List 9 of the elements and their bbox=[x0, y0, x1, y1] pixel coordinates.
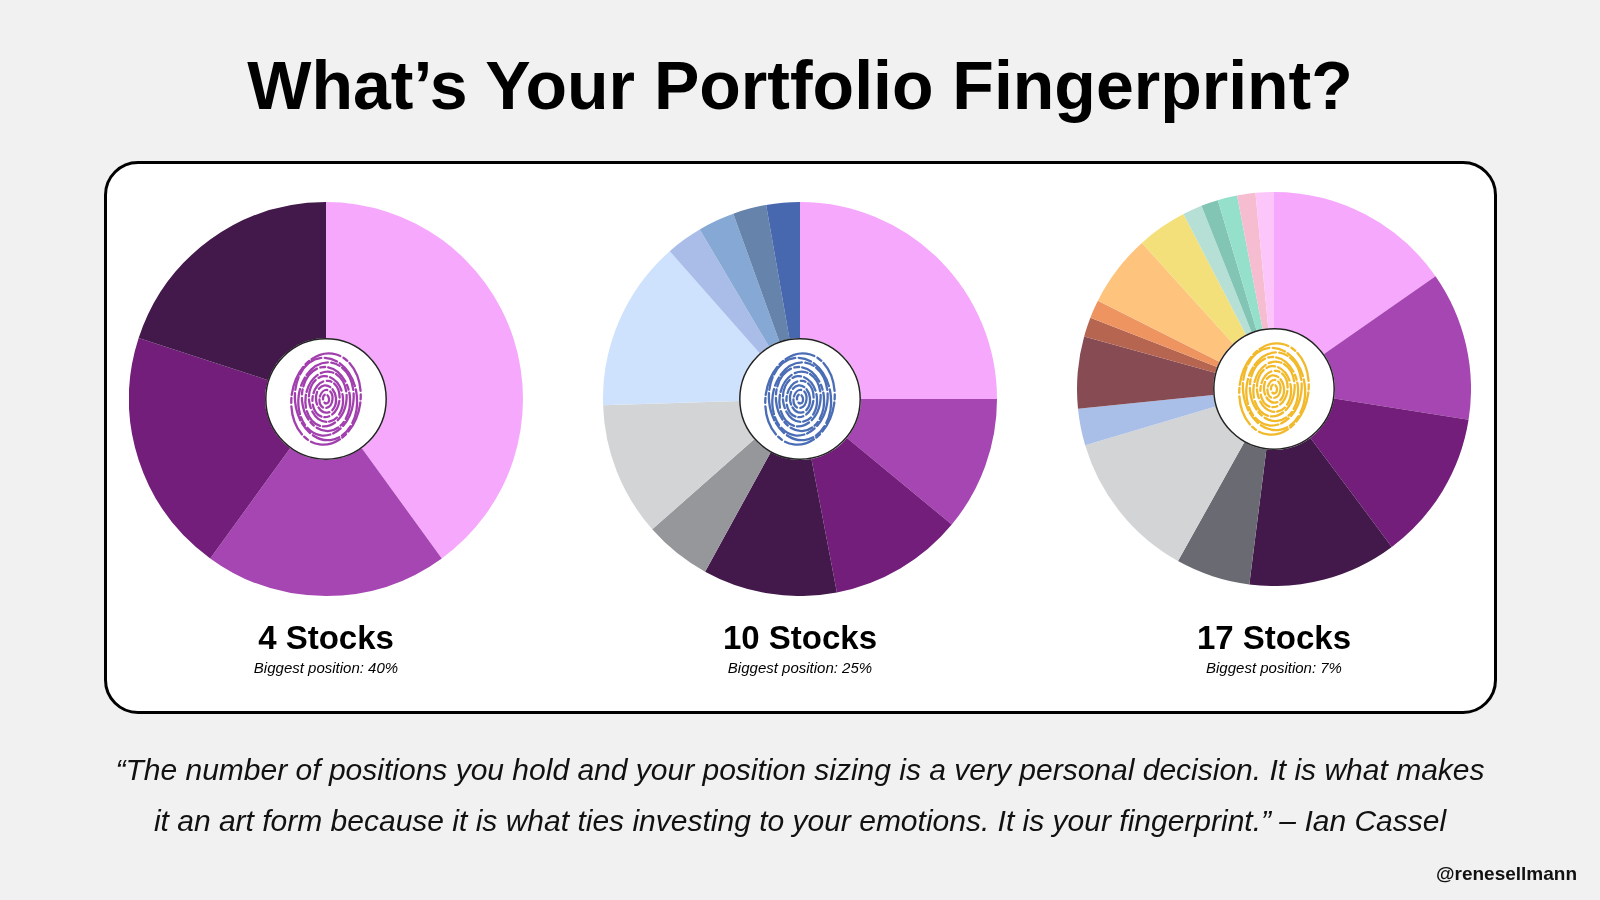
text: What’s Your Portfolio Fingerprint? bbox=[246, 46, 1354, 125]
text: “The number of positions you hold and your position sizing is a very personal decision. It is what makes it an art form because it is what ties investing to your emotions. It is your fingerprint.” – Ian Cassel bbox=[115, 752, 1485, 839]
text: 4 Stocks bbox=[257, 618, 395, 658]
text: @renesellmann bbox=[1435, 863, 1577, 885]
text: 10 Stocks bbox=[721, 618, 879, 658]
text: Biggest position: 40% bbox=[252, 659, 400, 677]
text: 17 Stocks bbox=[1195, 618, 1353, 658]
text: Biggest position: 25% bbox=[726, 659, 874, 677]
text: Biggest position: 7% bbox=[1205, 659, 1343, 677]
